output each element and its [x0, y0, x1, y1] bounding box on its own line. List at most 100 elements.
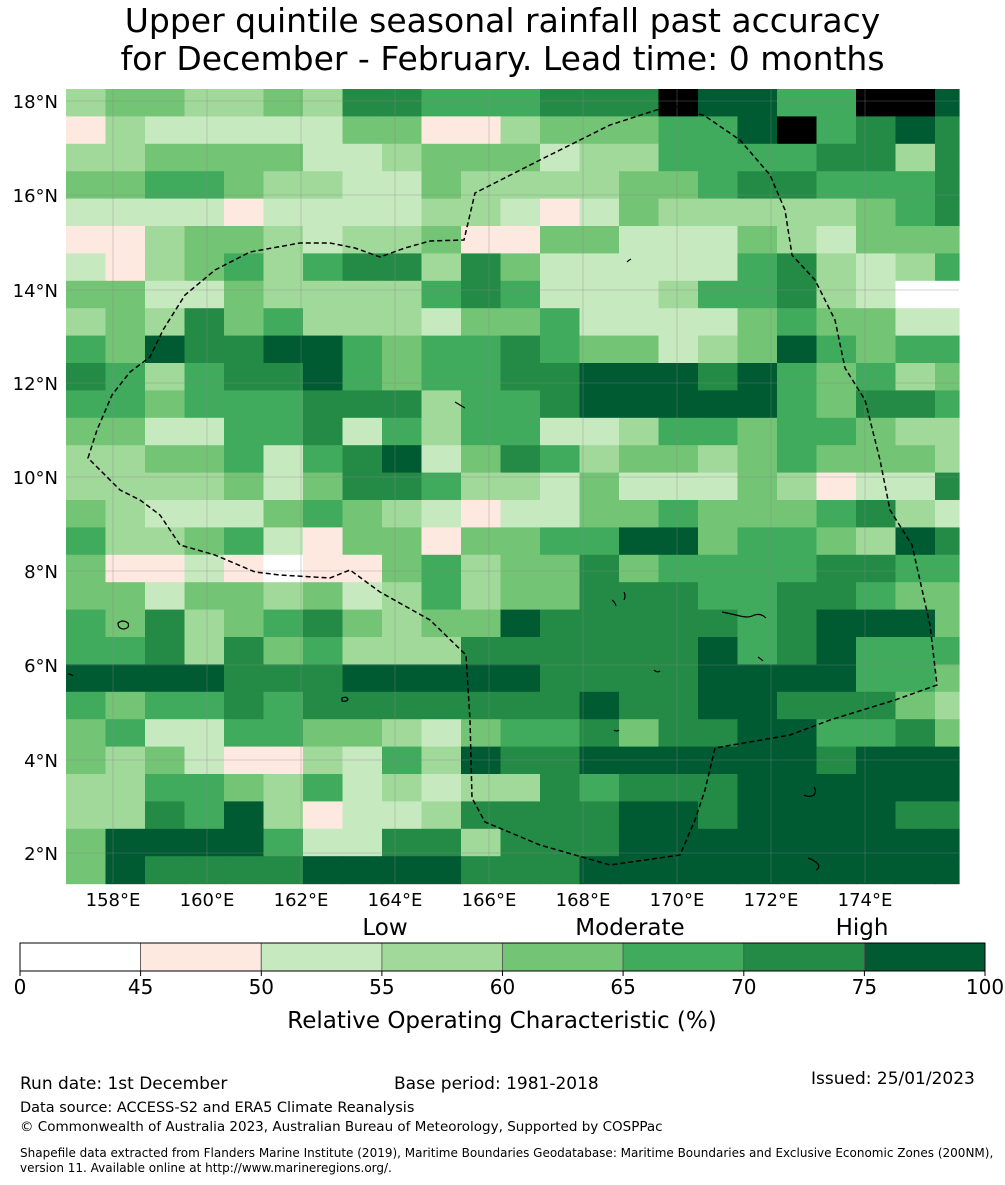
grid-cell [540, 89, 581, 117]
grid-cell [224, 390, 265, 419]
grid-cell [658, 828, 699, 857]
grid-cell [777, 116, 818, 145]
grid-cell [619, 363, 660, 391]
colorbar-tick-label: 0 [14, 975, 27, 999]
grid-cell [777, 308, 818, 337]
grid-cell [737, 143, 778, 172]
grid-cell [658, 116, 699, 145]
grid-cell [579, 746, 620, 775]
grid-cell [658, 554, 699, 583]
grid-cell [579, 828, 620, 857]
grid-cell [540, 308, 581, 337]
grid-cell [421, 417, 462, 446]
latitude-label: 8°N [24, 562, 58, 583]
grid-cell [619, 774, 660, 802]
grid-cell [342, 280, 383, 309]
longitude-label: 160°E [180, 890, 235, 911]
grid-cell [184, 280, 225, 309]
grid-cell [224, 828, 265, 857]
grid-cell [184, 253, 225, 282]
grid-cell [224, 746, 265, 775]
grid-cell [500, 801, 541, 830]
grid-cell [263, 637, 304, 665]
grid-cell [737, 89, 778, 117]
grid-cell [777, 253, 818, 282]
category-low: Low [362, 915, 407, 941]
grid-cell [737, 664, 778, 693]
grid-cell [658, 143, 699, 172]
grid-cell [737, 417, 778, 446]
grid-cell [461, 226, 502, 254]
grid-cell [461, 582, 502, 611]
longitude-label: 162°E [274, 890, 329, 911]
grid-cell [698, 253, 739, 282]
grid-cell [895, 637, 936, 665]
grid-cell [777, 609, 818, 638]
grid-cell [303, 171, 344, 200]
grid-cell [619, 637, 660, 665]
grid-cell [658, 856, 699, 885]
grid-cell [342, 363, 383, 391]
grid-cell [658, 226, 699, 254]
grid-cell [382, 335, 423, 364]
grid-cell [737, 390, 778, 419]
grid-cell [461, 89, 502, 117]
grid-cell [579, 719, 620, 748]
grid-cell [816, 89, 857, 117]
grid-cell [263, 746, 304, 775]
grid-cell [224, 445, 265, 474]
grid-cell [500, 116, 541, 145]
grid-cell [461, 308, 502, 337]
grid-cell [66, 828, 107, 857]
grid-cell [737, 774, 778, 802]
grid-cell [540, 445, 581, 474]
grid-cell [816, 445, 857, 474]
grid-cell [698, 280, 739, 309]
grid-cell [184, 89, 225, 117]
grid-cell [263, 89, 304, 117]
grid-cell [66, 527, 107, 556]
grid-cell [540, 417, 581, 446]
grid-cell [461, 472, 502, 501]
grid-cell [105, 554, 146, 583]
grid-cell [540, 527, 581, 556]
grid-cell [658, 445, 699, 474]
grid-cell [145, 801, 186, 830]
grid-cell [421, 445, 462, 474]
grid-cell [421, 746, 462, 775]
colorbar-label: Relative Operating Characteristic (%) [287, 1008, 716, 1034]
grid-cell [698, 719, 739, 748]
grid-cell [935, 335, 960, 364]
grid-cell [500, 856, 541, 885]
grid-cell [619, 801, 660, 830]
grid-cell [698, 226, 739, 254]
grid-cell [619, 143, 660, 172]
grid-cell [66, 582, 107, 611]
grid-cell [421, 143, 462, 172]
grid-cell [303, 554, 344, 583]
grid-cell [777, 198, 818, 227]
grid-cell [105, 280, 146, 309]
grid-cell [66, 719, 107, 748]
grid-cell [816, 472, 857, 501]
grid-cell [816, 280, 857, 309]
grid-cell [66, 116, 107, 145]
grid-cell [540, 637, 581, 665]
grid-cell [737, 198, 778, 227]
grid-cell [658, 719, 699, 748]
grid-cell [184, 171, 225, 200]
colorbar-segment [260, 942, 383, 972]
grid-cell [737, 500, 778, 528]
grid-cell [184, 445, 225, 474]
grid-cell [500, 527, 541, 556]
grid-cell [382, 664, 423, 693]
grid-cell [303, 335, 344, 364]
grid-cell [698, 417, 739, 446]
grid-cell [461, 335, 502, 364]
grid-cell [540, 143, 581, 172]
grid-cell [382, 500, 423, 528]
grid-cell [105, 116, 146, 145]
grid-cell [540, 116, 581, 145]
grid-cell [342, 774, 383, 802]
grid-cell [342, 664, 383, 693]
